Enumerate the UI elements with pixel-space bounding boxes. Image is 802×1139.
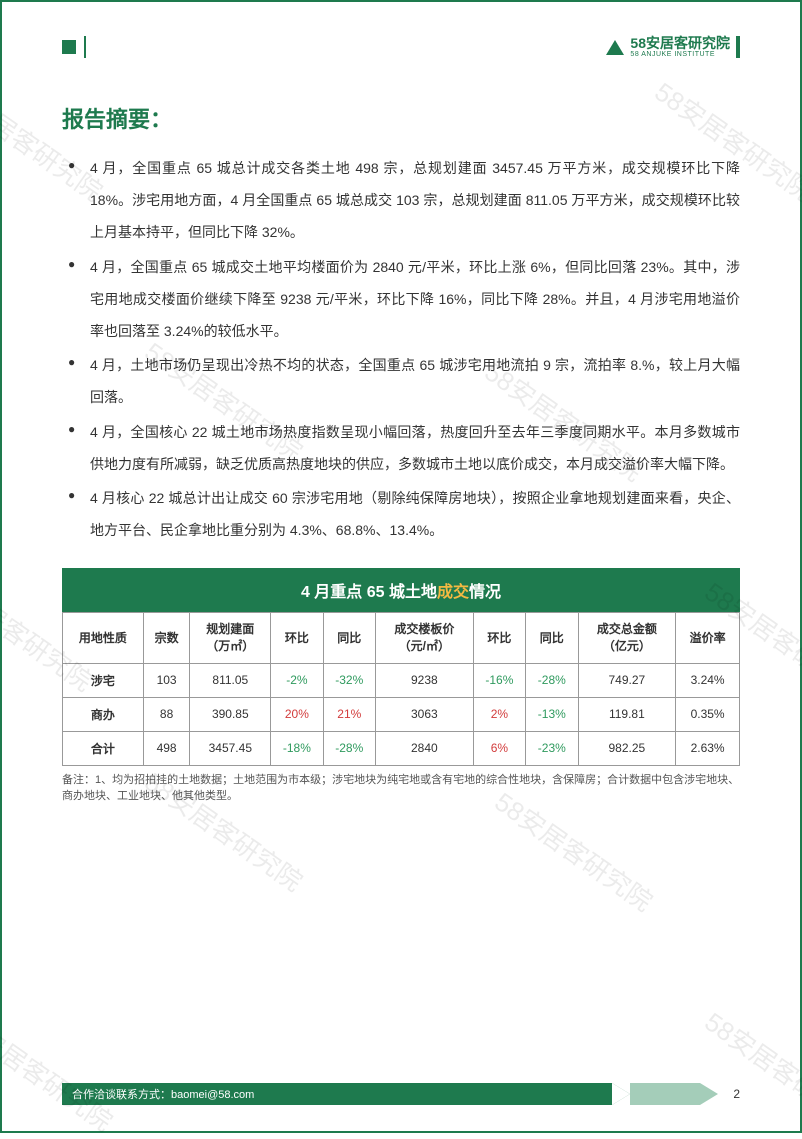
table-cell: -28% (323, 731, 375, 765)
header-square-icon (62, 40, 76, 54)
section-title: 报告摘要： (62, 102, 740, 134)
table-title-suffix: 情况 (469, 584, 501, 601)
table-column-header: 溢价率 (676, 613, 740, 664)
table-cell: -16% (473, 663, 525, 697)
transaction-table: 用地性质宗数规划建面（万㎡）环比同比成交楼板价（元/㎡）环比同比成交总金额（亿元… (62, 612, 740, 766)
table-cell: 6% (473, 731, 525, 765)
table-column-header: 宗数 (143, 613, 190, 664)
table-cell: 9238 (375, 663, 473, 697)
table-cell: 498 (143, 731, 190, 765)
table-cell: 21% (323, 697, 375, 731)
summary-bullet-list: 4 月，全国重点 65 城总计成交各类土地 498 宗，总规划建面 3457.4… (62, 152, 740, 546)
page-footer: 合作洽谈联系方式：baomei@58.com 2 (62, 1083, 740, 1105)
footer-contact-text: 合作洽谈联系方式：baomei@58.com (72, 1086, 254, 1102)
table-row-label: 商办 (63, 697, 144, 731)
table-cell: 811.05 (190, 663, 271, 697)
table-cell: 749.27 (578, 663, 676, 697)
summary-bullet: 4 月，全国核心 22 城土地市场热度指数呈现小幅回落，热度回升至去年三季度同期… (68, 416, 740, 480)
header-bar-icon (84, 36, 86, 58)
watermark-text: 58安居客研究院 (0, 1002, 121, 1138)
summary-bullet: 4 月，全国重点 65 城成交土地平均楼面价为 2840 元/平米，环比上涨 6… (68, 251, 740, 348)
table-cell: 982.25 (578, 731, 676, 765)
table-cell: 119.81 (578, 697, 676, 731)
table-column-header: 环比 (271, 613, 323, 664)
table-row-label: 涉宅 (63, 663, 144, 697)
table-title: 4 月重点 65 城土地成交情况 (62, 568, 740, 612)
table-cell: 103 (143, 663, 190, 697)
transaction-table-section: 4 月重点 65 城土地成交情况 用地性质宗数规划建面（万㎡）环比同比成交楼板价… (62, 568, 740, 805)
table-column-header: 规划建面（万㎡） (190, 613, 271, 664)
table-row-label: 合计 (63, 731, 144, 765)
page: 58安居客研究院 58 ANJUKE INSTITUTE 报告摘要： 4 月，全… (0, 0, 802, 1133)
table-cell: -23% (526, 731, 578, 765)
footer-decoration-bar (630, 1083, 700, 1105)
table-cell: -28% (526, 663, 578, 697)
table-row: 合计4983457.45-18%-28%28406%-23%982.252.63… (63, 731, 740, 765)
brand-logo: 58安居客研究院 58 ANJUKE INSTITUTE (606, 36, 740, 58)
table-cell: 2.63% (676, 731, 740, 765)
table-title-highlight: 成交 (437, 584, 469, 601)
logo-text-en: 58 ANJUKE INSTITUTE (630, 51, 730, 58)
table-cell: 3.24% (676, 663, 740, 697)
table-body: 涉宅103811.05-2%-32%9238-16%-28%749.273.24… (63, 663, 740, 765)
footer-contact-bar: 合作洽谈联系方式：baomei@58.com (62, 1083, 612, 1105)
table-cell: 3063 (375, 697, 473, 731)
page-header: 58安居客研究院 58 ANJUKE INSTITUTE (62, 32, 740, 62)
table-row: 涉宅103811.05-2%-32%9238-16%-28%749.273.24… (63, 663, 740, 697)
table-cell: -18% (271, 731, 323, 765)
table-cell: 2840 (375, 731, 473, 765)
table-column-header: 环比 (473, 613, 525, 664)
table-column-header: 同比 (323, 613, 375, 664)
table-cell: 88 (143, 697, 190, 731)
table-row: 商办88390.8520%21%30632%-13%119.810.35% (63, 697, 740, 731)
table-column-header: 成交总金额（亿元） (578, 613, 676, 664)
summary-bullet: 4 月，土地市场仍呈现出冷热不均的状态，全国重点 65 城涉宅用地流拍 9 宗，… (68, 349, 740, 413)
content-area: 报告摘要： 4 月，全国重点 65 城总计成交各类土地 498 宗，总规划建面 … (62, 102, 740, 805)
watermark-text: 58安居客研究院 (698, 1002, 802, 1138)
table-column-header: 成交楼板价（元/㎡） (375, 613, 473, 664)
table-footnote: 备注：1、均为招拍挂的土地数据；土地范围为市本级；涉宅地块为纯宅地或含有宅地的综… (62, 772, 740, 805)
table-cell: 0.35% (676, 697, 740, 731)
table-column-header: 用地性质 (63, 613, 144, 664)
header-decoration-left (62, 36, 86, 58)
table-cell: -2% (271, 663, 323, 697)
summary-bullet: 4 月，全国重点 65 城总计成交各类土地 498 宗，总规划建面 3457.4… (68, 152, 740, 249)
logo-text-cn: 58安居客研究院 (630, 36, 730, 50)
logo-triangle-icon (606, 40, 624, 55)
table-title-prefix: 4 月重点 65 城土地 (301, 584, 437, 601)
table-cell: -13% (526, 697, 578, 731)
table-cell: 3457.45 (190, 731, 271, 765)
table-cell: 20% (271, 697, 323, 731)
table-header-row: 用地性质宗数规划建面（万㎡）环比同比成交楼板价（元/㎡）环比同比成交总金额（亿元… (63, 613, 740, 664)
table-cell: -32% (323, 663, 375, 697)
summary-bullet: 4 月核心 22 城总计出让成交 60 宗涉宅用地（剔除纯保障房地块），按照企业… (68, 482, 740, 546)
table-cell: 2% (473, 697, 525, 731)
table-column-header: 同比 (526, 613, 578, 664)
table-cell: 390.85 (190, 697, 271, 731)
